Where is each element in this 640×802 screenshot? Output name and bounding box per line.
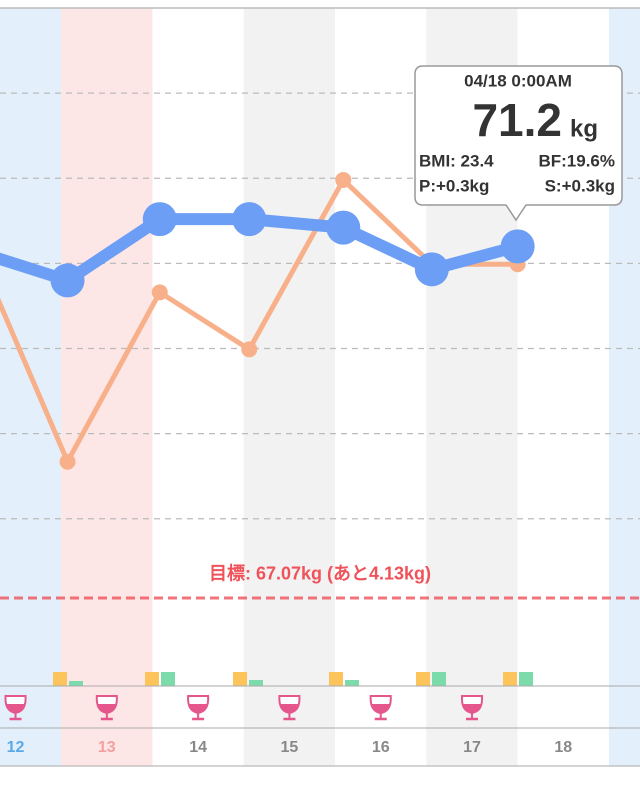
- x-tick-label: 14: [189, 739, 207, 756]
- tooltip-date: 04/18 0:00AM: [464, 71, 572, 90]
- x-tick-label: 13: [98, 739, 116, 756]
- drink-icon: [95, 695, 118, 721]
- x-tick-label: 18: [554, 739, 572, 756]
- day-band: [152, 8, 244, 766]
- wine: [279, 704, 300, 713]
- activity-bar: [416, 672, 430, 686]
- tooltip-bmi: BMI: 23.4: [419, 151, 494, 170]
- tooltip-bf: BF:19.6%: [538, 151, 615, 170]
- wine: [5, 704, 26, 713]
- point: [414, 252, 449, 287]
- drink-icon: [187, 695, 210, 721]
- point: [241, 341, 258, 358]
- point: [50, 263, 85, 298]
- drink-icons: [4, 695, 484, 721]
- point: [151, 284, 168, 301]
- wine: [96, 704, 117, 713]
- activity-bar: [145, 672, 159, 686]
- tooltip-s: S:+0.3kg: [545, 176, 615, 195]
- goal-label: 目標: 67.07kg (あと4.13kg): [209, 563, 431, 584]
- drink-icon: [278, 695, 301, 721]
- drink-icon: [369, 695, 392, 721]
- point: [500, 229, 535, 264]
- day-band: [243, 8, 336, 766]
- x-tick-label: 16: [372, 739, 390, 756]
- activity-bars: [53, 672, 533, 686]
- wine: [370, 704, 391, 713]
- tooltip-p: P:+0.3kg: [419, 176, 489, 195]
- activity-bar: [233, 672, 247, 686]
- tooltip-unit: kg: [570, 115, 598, 142]
- x-tick-label: 17: [463, 739, 481, 756]
- activity-bar: [161, 672, 175, 686]
- point: [59, 453, 76, 470]
- activity-bar: [503, 672, 517, 686]
- point: [232, 202, 267, 237]
- activity-bar: [432, 672, 446, 686]
- day-band: [0, 8, 62, 766]
- point: [335, 171, 352, 188]
- tooltip-box: [414, 65, 623, 222]
- wine: [188, 704, 209, 713]
- tooltip-weight: 71.2: [472, 94, 562, 146]
- tooltip: 04/18 0:00AM 71.2 kg BMI: 23.4 BF:19.6% …: [414, 65, 623, 222]
- x-tick-label: 12: [7, 739, 25, 756]
- point: [326, 210, 361, 245]
- activity-bar: [69, 681, 83, 686]
- drink-icon: [4, 695, 27, 721]
- x-tick-label: 15: [281, 739, 299, 756]
- activity-bar: [519, 672, 533, 686]
- point: [142, 202, 177, 237]
- day-band: [335, 8, 427, 766]
- activity-bar: [249, 680, 263, 686]
- activity-bar: [53, 672, 67, 686]
- drink-icon: [460, 695, 484, 721]
- activity-bar: [329, 672, 343, 686]
- activity-bar: [345, 680, 359, 686]
- wine: [462, 704, 483, 713]
